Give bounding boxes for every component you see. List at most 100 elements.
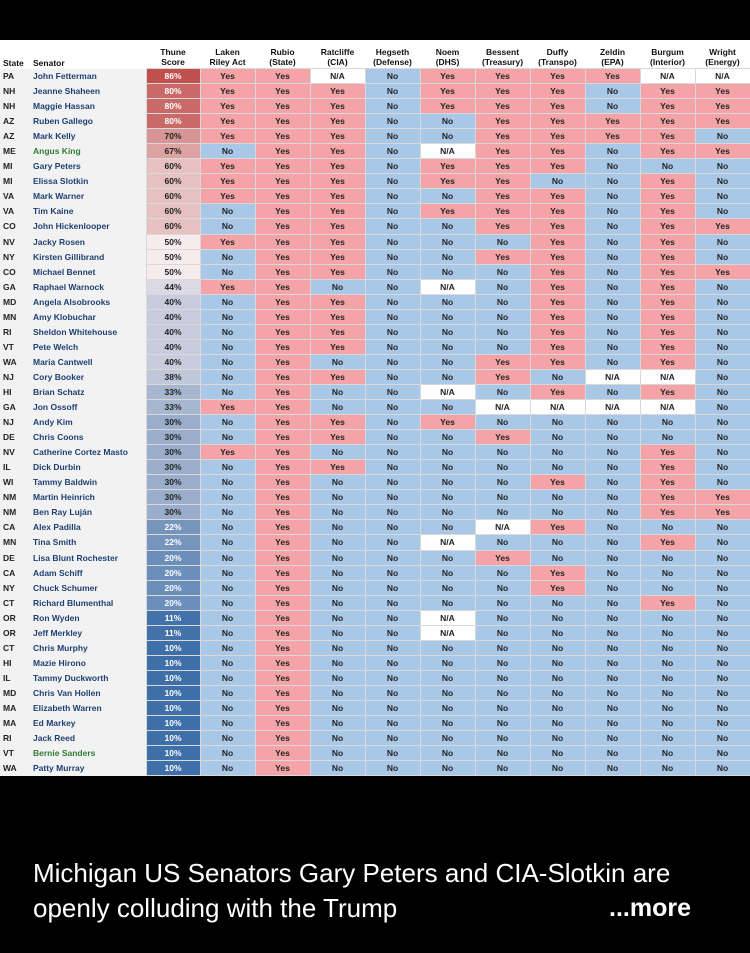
vote: No <box>584 730 641 747</box>
senator-name: Maria Cantwell <box>30 354 146 370</box>
state: NH <box>0 83 30 99</box>
vote: N/A <box>419 143 476 160</box>
vote: Yes <box>529 143 586 160</box>
senator-row: MD Chris Van Hollen 10% No Yes No No No No No No No… <box>0 684 750 701</box>
vote: No <box>639 624 696 641</box>
vote: No <box>309 564 366 581</box>
vote: Yes <box>529 579 586 596</box>
vote: Yes <box>254 609 311 626</box>
vote: No <box>309 745 366 762</box>
vote: No <box>474 534 531 551</box>
senator-row: MI Elissa Slotkin 60% Yes Yes Yes No Yes Yes No No… <box>0 173 750 190</box>
senator-name: Ben Ray Luján <box>30 504 146 520</box>
senator-row: VA Tim Kaine 60% No Yes Yes No Yes Yes Yes No Yes No <box>0 203 750 220</box>
vote: No <box>694 368 750 385</box>
thune-score: 67% <box>145 143 201 160</box>
vote: Yes <box>254 188 311 205</box>
vote: No <box>364 368 421 385</box>
vote: Yes <box>639 248 696 265</box>
vote: No <box>694 429 750 446</box>
header-line: Ratcliffe <box>320 47 355 57</box>
vote: Yes <box>529 113 586 130</box>
vote: No <box>474 414 531 431</box>
vote: No <box>694 188 750 205</box>
vote: Yes <box>309 188 366 205</box>
vote: Yes <box>309 293 366 310</box>
vote: No <box>199 218 256 235</box>
senator-row: MA Elizabeth Warren 10% No Yes No No No No No No No… <box>0 699 750 717</box>
column-header: Rubio (State) <box>255 40 310 69</box>
thune-score: 10% <box>145 654 201 671</box>
vote: No <box>364 414 421 431</box>
vote: Yes <box>529 128 586 145</box>
vote: No <box>474 383 531 401</box>
vote: No <box>364 399 421 416</box>
state: NM <box>0 489 30 505</box>
vote: No <box>694 383 750 401</box>
vote: No <box>199 203 256 220</box>
vote: Yes <box>254 459 311 476</box>
senator-name: Elizabeth Warren <box>30 700 146 716</box>
vote: Yes <box>309 98 366 115</box>
vote: Yes <box>529 263 586 280</box>
vote: No <box>364 459 421 476</box>
vote: No <box>199 579 256 596</box>
vote: Yes <box>639 308 696 325</box>
vote: No <box>364 83 421 100</box>
vote: No <box>694 308 750 325</box>
vote: No <box>694 519 750 536</box>
vote: No <box>199 594 256 611</box>
senator-name: Catherine Cortez Masto <box>30 444 146 460</box>
state: MD <box>0 294 30 310</box>
vote: Yes <box>639 143 696 160</box>
vote: Yes <box>254 414 311 431</box>
vote: Yes <box>254 203 311 220</box>
vote: No <box>529 609 586 626</box>
state: CA <box>0 519 30 535</box>
vote: No <box>419 338 476 355</box>
vote: No <box>529 594 586 611</box>
column-header: Zeldin (EPA) <box>585 40 640 69</box>
vote: Yes <box>254 338 311 355</box>
vote: Yes <box>474 549 531 566</box>
thune-score: 60% <box>145 158 201 175</box>
vote: No <box>584 715 641 732</box>
senator-name: John Hickenlooper <box>30 218 146 235</box>
vote: No <box>199 459 256 476</box>
thune-score: 60% <box>145 173 201 190</box>
vote: No <box>584 459 641 476</box>
vote: No <box>364 113 421 130</box>
senator-name: Bernie Sanders <box>30 745 146 761</box>
vote: No <box>364 444 421 461</box>
vote: Yes <box>529 278 586 295</box>
vote: Yes <box>529 158 586 175</box>
vote: Yes <box>639 83 696 100</box>
vote: No <box>309 760 366 777</box>
vote: No <box>694 639 750 656</box>
vote: Yes <box>639 534 696 551</box>
vote: No <box>639 564 696 581</box>
senator-name: Richard Blumenthal <box>30 595 146 611</box>
vote: No <box>694 278 750 295</box>
vote: Yes <box>309 414 366 431</box>
vote: No <box>364 173 421 190</box>
vote: No <box>529 639 586 656</box>
more-link[interactable]: ...more <box>609 894 691 922</box>
vote: No <box>584 654 641 671</box>
vote: No <box>419 760 476 777</box>
vote: No <box>639 760 696 777</box>
vote: Yes <box>254 699 311 717</box>
vote: No <box>639 579 696 596</box>
vote: No <box>364 624 421 641</box>
senator-row: MN Tina Smith 22% No Yes No No N/A No No No Yes No <box>0 534 750 551</box>
vote: Yes <box>199 113 256 130</box>
vote: No <box>364 218 421 235</box>
thune-score: 10% <box>145 699 201 717</box>
vote: No <box>364 489 421 506</box>
vote: No <box>199 474 256 491</box>
vote: No <box>309 594 366 611</box>
state: CO <box>0 264 30 280</box>
header-row: State Senator Thune Score Laken Riley Act Rubi… <box>0 40 750 69</box>
vote: No <box>419 654 476 671</box>
vote: No <box>474 609 531 626</box>
